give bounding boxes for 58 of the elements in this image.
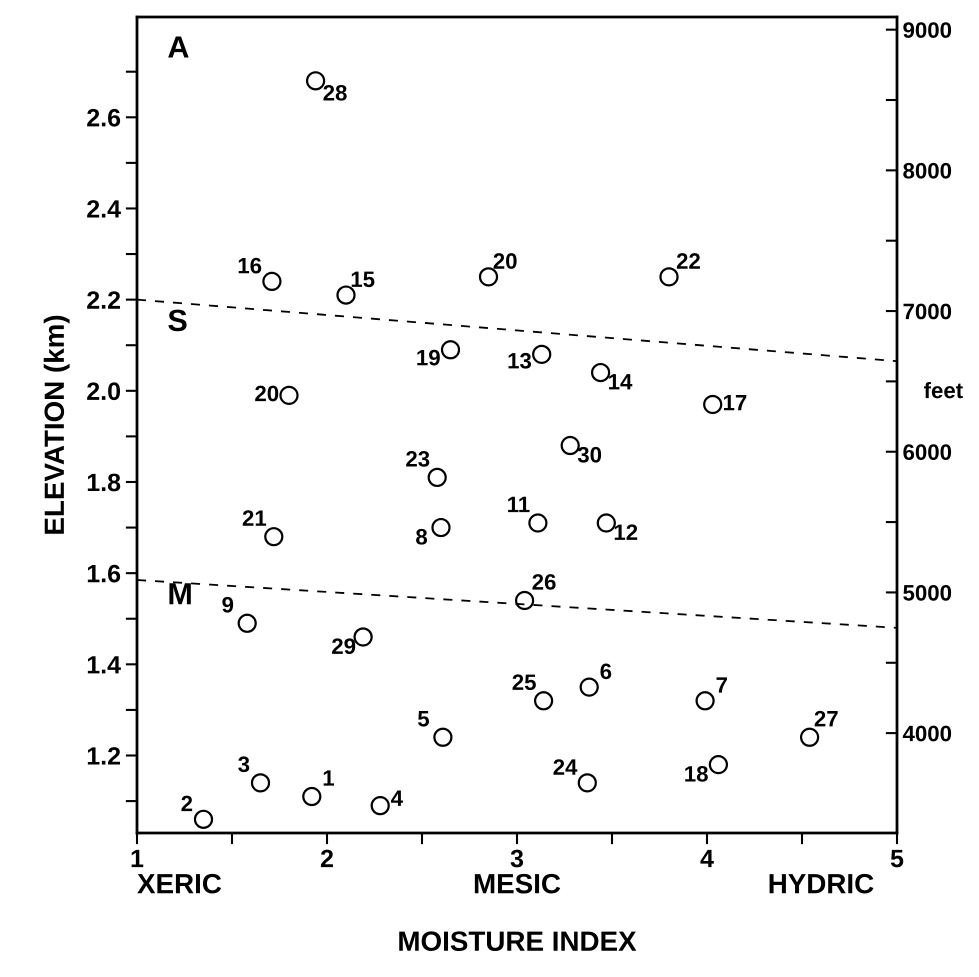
- y-tick-label: 2.4: [87, 200, 121, 218]
- y2-tick-label: 9000: [903, 22, 952, 38]
- annotation: 5: [418, 711, 430, 727]
- annotation: 12: [614, 524, 638, 540]
- annotation: A: [168, 36, 189, 58]
- annotation: 17: [724, 394, 746, 410]
- annotation: 4: [391, 790, 403, 806]
- annotation: 29: [332, 638, 356, 654]
- y2-tick-label: 5000: [903, 584, 952, 601]
- annotation: S: [168, 310, 187, 332]
- annotation: 8: [416, 528, 428, 545]
- annotation: 28: [323, 84, 347, 101]
- x-axis-title: MOISTURE INDEX: [399, 931, 636, 952]
- annotation: 24: [553, 759, 578, 775]
- annotation: 22: [676, 253, 700, 269]
- annotation: 30: [578, 446, 602, 463]
- y-tick-label: 1.4: [88, 656, 121, 674]
- x-tick-label: 1: [132, 850, 144, 868]
- y2-tick-label: 8000: [903, 162, 952, 179]
- annotation: 15: [352, 272, 374, 288]
- x-tick-label: 3: [510, 850, 524, 868]
- annotation: 20: [494, 253, 517, 269]
- y2-tick-label: 6000: [903, 444, 952, 460]
- annotation: M: [169, 583, 191, 604]
- annotation: 14: [609, 374, 632, 390]
- y-tick-label: 1.2: [88, 747, 120, 765]
- y-tick-label: 2.6: [87, 108, 120, 127]
- y-tick-label: 2.2: [87, 291, 120, 309]
- y2-axis-title: feet: [924, 382, 963, 398]
- y-tick-label: 2.0: [87, 382, 120, 400]
- annotation: 1: [324, 770, 334, 786]
- y-tick-label: 1.6: [88, 564, 120, 582]
- annotation: 23: [406, 450, 430, 467]
- annotation: 9: [222, 596, 234, 613]
- annotation: 16: [238, 258, 262, 274]
- y-tick-label: 1.8: [88, 474, 120, 492]
- annotation: 27: [814, 710, 838, 726]
- x-tick-label: 4: [700, 850, 714, 868]
- x-tick-label: 2: [320, 850, 333, 868]
- annotation: 19: [417, 350, 440, 366]
- annotation: 3: [238, 756, 250, 772]
- annotation: 7: [716, 677, 727, 693]
- y-axis-title: ELEVATION (km): [44, 316, 70, 534]
- annotation: 2: [181, 796, 192, 812]
- annotation: 13: [508, 352, 532, 369]
- annotation: 6: [600, 663, 612, 680]
- annotation: 11: [508, 496, 530, 512]
- y2-tick-label: 4000: [902, 726, 952, 742]
- annotation: 26: [532, 574, 556, 590]
- annotation: 25: [512, 674, 536, 690]
- text: XERIC: [137, 874, 222, 894]
- y2-tick-label: 7000: [904, 304, 952, 320]
- annotation: 18: [685, 766, 708, 782]
- text: MESIC: [474, 874, 560, 894]
- annotation: 21: [242, 510, 266, 526]
- x-tick-label: 5: [890, 850, 904, 868]
- text: HYDRIC: [770, 874, 874, 894]
- annotation: 20: [255, 386, 278, 402]
